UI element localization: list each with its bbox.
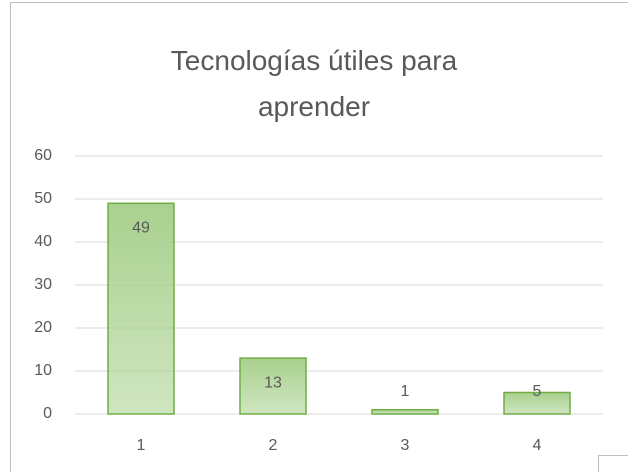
- y-tick-label: 60: [34, 147, 52, 164]
- y-tick-label: 30: [34, 276, 52, 293]
- bar: [371, 408, 439, 415]
- y-tick-label: 40: [34, 233, 52, 250]
- y-tick-label: 10: [34, 362, 52, 379]
- x-tick-label: 2: [269, 437, 278, 454]
- data-label: 13: [264, 374, 282, 391]
- data-label: 1: [401, 383, 410, 400]
- y-tick-label: 50: [34, 190, 52, 207]
- resize-handle: [598, 455, 628, 472]
- x-tick-label: 4: [533, 437, 542, 454]
- bar: [503, 391, 571, 415]
- y-tick-label: 0: [43, 405, 52, 422]
- chart-title: Tecnologías útiles para aprender: [170, 45, 458, 122]
- x-tick-label: 1: [137, 437, 146, 454]
- y-tick-label: 20: [34, 319, 52, 336]
- data-label: 5: [533, 383, 542, 400]
- data-label: 49: [132, 220, 150, 237]
- chart-border: [10, 2, 628, 472]
- x-tick-label: 3: [401, 437, 410, 454]
- bar: [239, 357, 307, 415]
- bar: [107, 202, 175, 415]
